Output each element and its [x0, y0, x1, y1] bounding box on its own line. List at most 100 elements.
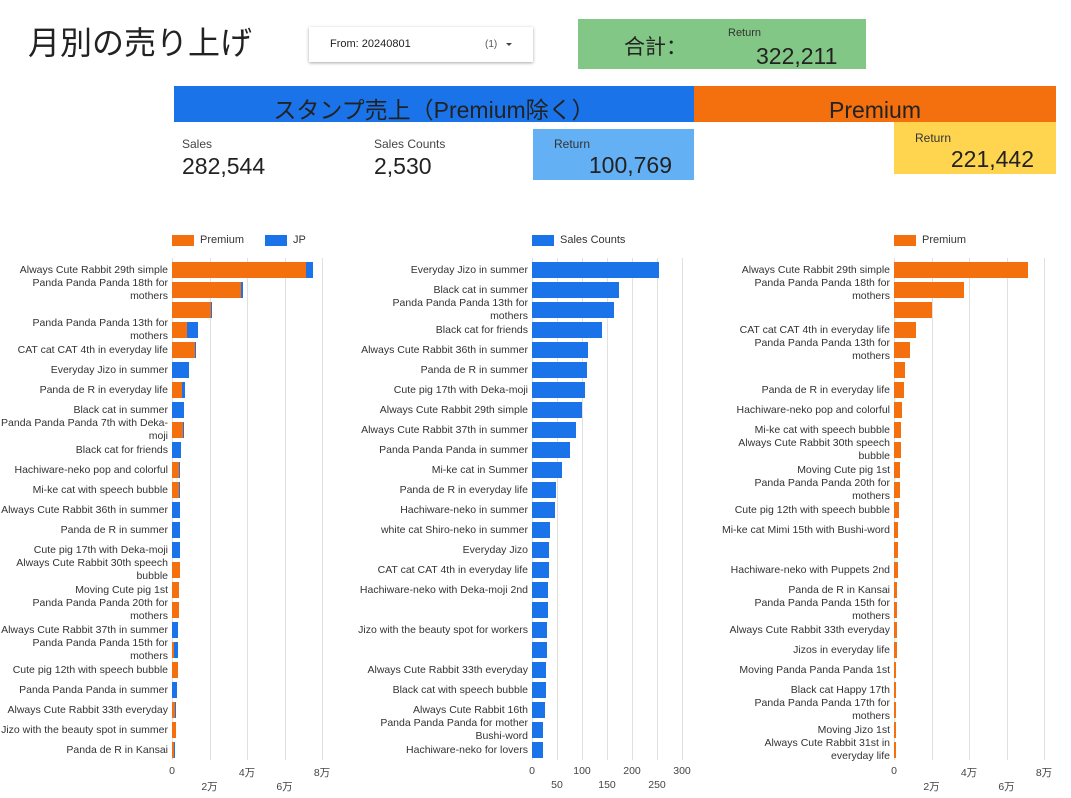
- standard-banner: スタンプ売上（Premium除く）: [174, 86, 694, 122]
- total-sublabel: Return: [728, 27, 762, 39]
- grid-line: [247, 258, 248, 760]
- category-label: Always Cute Rabbit 29th simple: [379, 403, 528, 416]
- bar: [183, 422, 185, 438]
- grid-line: [657, 258, 658, 760]
- legend-item: Premium: [894, 234, 966, 246]
- category-label: Cute pig 17th with Deka-moji: [33, 543, 168, 556]
- bar: [172, 602, 179, 618]
- category-label: Panda de R in everyday life: [761, 383, 890, 396]
- bar: [172, 402, 185, 418]
- bar: [894, 662, 897, 678]
- bar: [172, 482, 179, 498]
- x-tick-label: 100: [573, 765, 591, 777]
- category-label: Always Cute Rabbit 33th everyday: [729, 623, 891, 636]
- bar: [532, 542, 549, 558]
- bar: [532, 742, 543, 758]
- x-tick-label: 4万: [960, 767, 978, 779]
- bar: [532, 382, 585, 398]
- bar: [894, 422, 901, 438]
- filter-label: From: 20240801: [330, 38, 411, 50]
- category-label: Jizos in everyday life: [793, 643, 890, 656]
- bar: [532, 702, 545, 718]
- category-label: Panda Panda Panda 20th for mothers: [32, 597, 168, 622]
- bar: [894, 702, 896, 718]
- kpi-value: 221,442: [950, 146, 1034, 172]
- category-label: Always Cute Rabbit 33th everyday: [7, 703, 169, 716]
- category-label: Panda Panda Panda 20th for mothers: [754, 477, 890, 502]
- grid-line: [284, 258, 286, 760]
- category-label: Panda Panda Panda in summer: [379, 443, 528, 456]
- bar: [532, 282, 619, 298]
- category-label: Always Cute Rabbit 30th speech bubble: [738, 437, 890, 462]
- category-label: Black cat Happy 17th: [790, 683, 890, 696]
- kpi-label: Sales: [182, 137, 213, 151]
- category-label: Always Cute Rabbit 16th: [413, 703, 528, 716]
- bar: [182, 382, 186, 398]
- category-label: Moving Jizo 1st: [817, 723, 890, 736]
- category-label: Black cat with speech bubble: [392, 683, 528, 696]
- bar: [894, 582, 897, 598]
- category-label: Jizo with the beauty spot for workers: [358, 623, 528, 636]
- category-label: white cat Shiro-neko in summer: [380, 523, 528, 536]
- bar: [172, 702, 175, 718]
- x-tick-label: 8万: [313, 767, 331, 779]
- category-label: Black cat in summer: [433, 283, 528, 296]
- kpi-label: Sales Counts: [374, 137, 446, 151]
- total-box: 合計： Return 322,211: [578, 19, 866, 69]
- bar: [172, 682, 177, 698]
- x-tick-label: 0: [169, 765, 175, 777]
- bar: [894, 742, 896, 758]
- category-label: Black cat for friends: [435, 323, 528, 336]
- category-label: Everyday Jizo: [462, 543, 528, 556]
- bar: [894, 722, 896, 738]
- x-tick-label: 50: [551, 779, 563, 791]
- grid-line: [557, 258, 558, 760]
- kpi-label: Return: [554, 137, 591, 151]
- category-label: Always Cute Rabbit 29th simple: [19, 263, 168, 276]
- bar: [894, 262, 1029, 278]
- banner-text: Premium: [828, 97, 921, 122]
- category-label: Hachiware-neko in summer: [400, 503, 528, 516]
- category-label: Always Cute Rabbit 30th speech bubble: [16, 557, 168, 582]
- bar: [172, 502, 181, 518]
- date-filter[interactable]: From: 20240801 (1): [309, 27, 533, 62]
- category-label: Panda de R in everyday life: [399, 483, 528, 496]
- bar: [305, 262, 314, 278]
- category-label: Black cat for friends: [75, 443, 168, 456]
- bar: [894, 602, 897, 618]
- category-label: Panda Panda Panda 18th for mothers: [32, 277, 168, 302]
- bar: [172, 582, 179, 598]
- category-label: Panda Panda Panda 13th for mothers: [392, 297, 528, 322]
- legend-item: JP: [265, 234, 306, 246]
- bar: [211, 302, 213, 318]
- category-label: Panda de R in everyday life: [39, 383, 168, 396]
- x-tick-label: 8万: [1035, 767, 1053, 779]
- category-label: Jizo with the beauty spot in summer: [1, 723, 168, 736]
- category-label: Panda Panda Panda 17th for mothers: [754, 697, 890, 722]
- category-label: Cute pig 12th with speech bubble: [734, 503, 890, 516]
- bar: [532, 522, 550, 538]
- category-label: Panda Panda Panda 15th for mothers: [32, 637, 168, 662]
- bar: [894, 462, 900, 478]
- total-value: 322,211: [756, 43, 838, 69]
- category-label: Always Cute Rabbit 29th simple: [741, 263, 890, 276]
- bar: [172, 662, 178, 678]
- category-label: Always Cute Rabbit 33th everyday: [367, 663, 529, 676]
- category-label: Hachiware-neko pop and colorful: [736, 403, 890, 416]
- category-label: Panda Panda Panda 13th for mothers: [32, 317, 168, 342]
- bar: [532, 642, 547, 658]
- return-box: Return 221,442: [894, 122, 1056, 174]
- bar: [894, 642, 897, 658]
- bar: [173, 642, 178, 658]
- bar: [894, 542, 898, 558]
- category-label: Mi-ke cat with speech bubble: [32, 483, 168, 496]
- return-box: Return 100,769: [533, 129, 694, 180]
- x-tick-label: 0: [891, 765, 897, 777]
- x-tick-label: 4万: [238, 767, 256, 779]
- bar: [532, 682, 546, 698]
- bar: [532, 662, 546, 678]
- bar: [178, 462, 181, 478]
- bar: [172, 642, 174, 658]
- kpi-value: 282,544: [182, 153, 266, 179]
